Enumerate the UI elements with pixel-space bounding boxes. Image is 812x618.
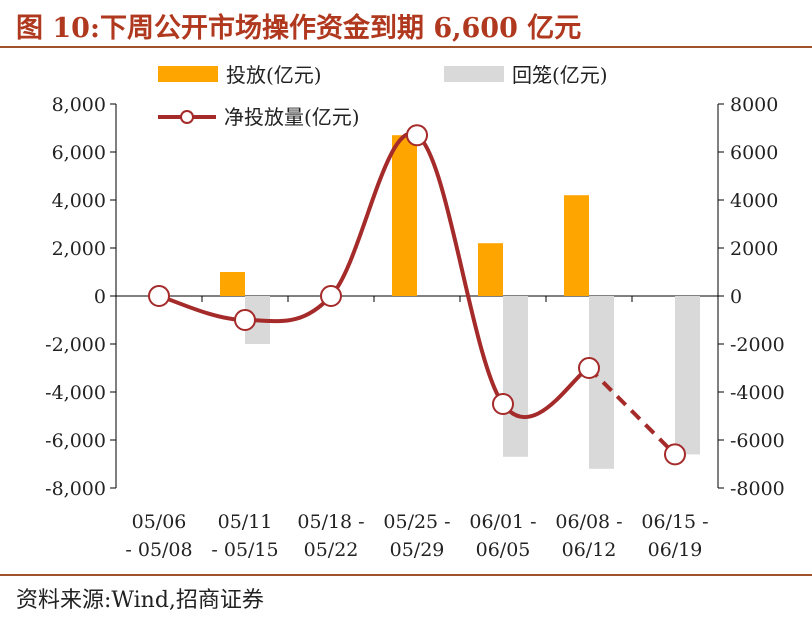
x-tick-label: 06/05: [476, 539, 531, 561]
x-tick-label: 06/15 -: [641, 511, 708, 533]
net-injection-line: [148, 124, 686, 466]
bar-redemption: [503, 296, 528, 457]
legend-swatch-injection: [158, 66, 218, 82]
x-tick-label: - 05/08: [125, 539, 192, 561]
x-tick-label: 06/01 -: [469, 511, 536, 533]
bar-injection: [220, 272, 245, 296]
legend-label-redemption: 回笼(亿元): [512, 63, 608, 87]
legend: 投放(亿元) 回笼(亿元) 净投放量(亿元): [158, 63, 608, 129]
x-tick-label: 06/19: [648, 539, 703, 561]
net-point: [492, 393, 514, 415]
net-point: [406, 124, 428, 147]
legend-label-injection: 投放(亿元): [226, 63, 322, 87]
chart: 投放(亿元) 回笼(亿元) 净投放量(亿元) 8,000 8000 6,000 600…: [45, 63, 785, 561]
legend-swatch-net-marker: [180, 110, 194, 124]
y-tick-label-right: 2000: [730, 238, 778, 260]
net-point: [148, 285, 170, 307]
title-bar: 图 10:下周公开市场操作资金到期 6,600 亿元: [0, 0, 812, 48]
bar-injection: [392, 135, 417, 296]
y-tick-label-left: -2,000: [45, 334, 106, 356]
y-tick-label-left: 4,000: [52, 190, 106, 212]
y-tick-label-right: -4000: [730, 382, 785, 404]
y-tick-label-right: 8000: [730, 94, 778, 116]
x-tick-label: 05/22: [304, 539, 359, 561]
y-tick-label-right: -6000: [730, 430, 785, 452]
source-note: 资料来源:Wind,招商证券: [16, 588, 264, 613]
y-tick-label-right: -8000: [730, 478, 785, 500]
x-axis-labels: 05/06 - 05/08 05/11 - 05/15 05/18 - 05/22 05/2…: [125, 511, 708, 561]
net-point: [664, 443, 686, 466]
bar-injection: [478, 243, 503, 296]
legend-label-net: 净投放量(亿元): [224, 105, 360, 129]
x-tick-label: 05/29: [390, 539, 445, 561]
x-tick-label: 05/25 -: [383, 511, 450, 533]
x-tick-label: 06/08 -: [555, 511, 622, 533]
source-bar: 资料来源:Wind,招商证券: [0, 574, 812, 618]
legend-swatch-redemption: [444, 66, 504, 82]
net-point: [320, 285, 342, 307]
bar-injection: [564, 195, 589, 296]
bar-redemption: [589, 296, 614, 469]
y-tick-label-left: 6,000: [52, 142, 106, 164]
axes: 8,000 8000 6,000 6000 4,000 4000 2,000 2000 0 0 -2…: [45, 94, 785, 500]
y-tick-label-left: 0: [94, 286, 106, 308]
y-tick-label-right: 4000: [730, 190, 778, 212]
y-tick-label-right: 6000: [730, 142, 778, 164]
y-tick-label-left: -8,000: [45, 478, 106, 500]
bars: [220, 135, 700, 469]
net-point: [234, 309, 256, 331]
y-tick-label-left: -4,000: [45, 382, 106, 404]
x-tick-label: 06/12: [562, 539, 617, 561]
y-tick-label-right: -2000: [730, 334, 785, 356]
x-tick-label: 05/11: [218, 511, 273, 533]
y-tick-label-left: 8,000: [52, 94, 106, 116]
y-tick-label-left: -6,000: [45, 430, 106, 452]
figure-title: 图 10:下周公开市场操作资金到期 6,600 亿元: [16, 13, 582, 44]
net-line-dashed: [587, 366, 677, 456]
net-point: [578, 357, 600, 379]
y-tick-label-left: 2,000: [52, 238, 106, 260]
x-tick-label: 05/06: [132, 511, 187, 533]
bar-redemption: [675, 296, 700, 455]
x-tick-label: 05/18 -: [297, 511, 364, 533]
y-tick-label-right: 0: [730, 286, 742, 308]
x-tick-label: - 05/15: [211, 539, 278, 561]
